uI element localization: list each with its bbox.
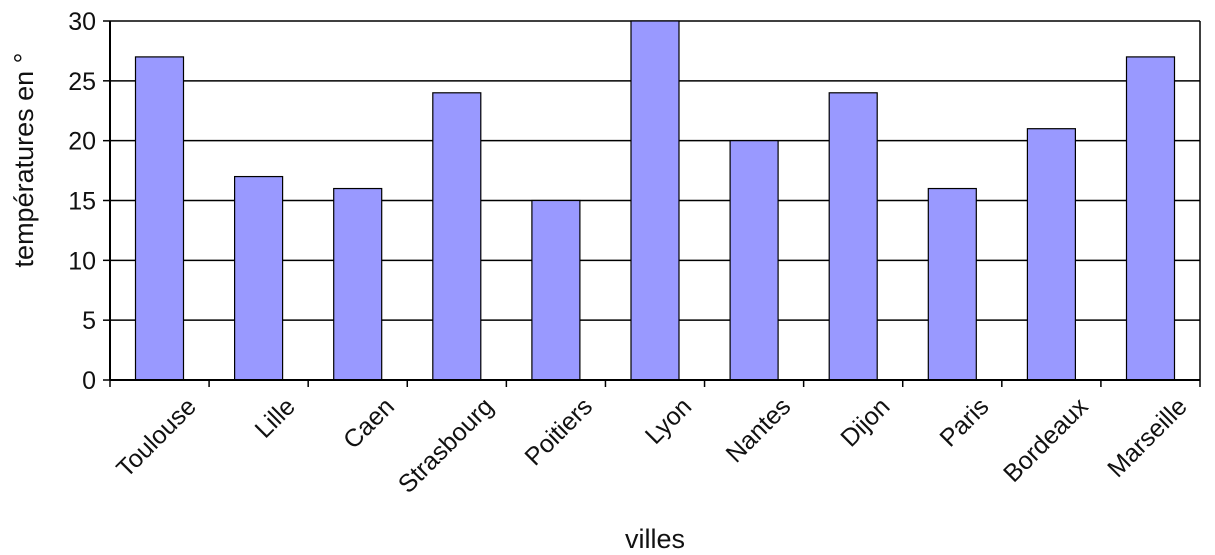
x-axis-title: villes (625, 524, 685, 554)
y-tick-label: 20 (68, 128, 96, 156)
y-tick-label: 25 (68, 68, 96, 96)
bars (134, 20, 1176, 381)
x-tick-label: Lyon (640, 392, 697, 449)
bar-bordeaux (1026, 128, 1077, 381)
y-tick-label: 0 (82, 367, 96, 395)
x-tick-label: Toulouse (111, 392, 202, 483)
bar-paris (927, 187, 977, 381)
bar-poitiers (531, 199, 581, 381)
bar-caen (333, 187, 383, 381)
axes (103, 20, 1201, 387)
x-tick-label: Lille (250, 392, 301, 443)
y-tick-labels: 0 5 10 15 20 25 30 (68, 8, 96, 395)
bar-toulouse (134, 56, 185, 381)
y-axis-title: températures en ° (9, 53, 39, 268)
x-tick-label: Strasbourg (393, 392, 499, 498)
bar-dijon (828, 92, 878, 381)
x-tick-label: Caen (338, 392, 400, 454)
x-tick-label: Paris (934, 392, 994, 452)
y-tick-label: 10 (68, 247, 96, 275)
bar-lille (234, 175, 284, 381)
y-tick-label: 30 (68, 8, 96, 36)
x-tick-label: Bordeaux (998, 392, 1094, 488)
bar-lyon (630, 20, 680, 381)
bar-nantes (729, 140, 779, 381)
x-tick-label: Dijon (835, 392, 895, 452)
y-tick-label: 15 (68, 188, 96, 216)
bar-marseille (1125, 56, 1176, 381)
y-tick-label: 5 (82, 307, 96, 335)
x-tick-label: Poitiers (519, 392, 598, 471)
x-tick-label: Marseille (1102, 392, 1193, 483)
x-tick-label: Nantes (721, 392, 797, 468)
bar-strasbourg (432, 92, 482, 381)
